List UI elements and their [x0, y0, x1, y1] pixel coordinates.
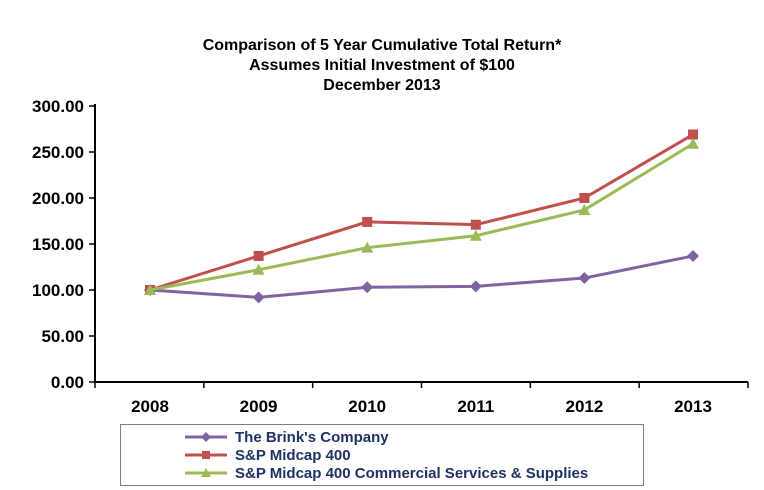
- y-axis-tick-label: 0.00: [51, 373, 84, 392]
- data-point-marker: [253, 250, 264, 261]
- data-point-marker: [469, 280, 482, 293]
- data-point-marker: [252, 263, 265, 275]
- data-point-marker: [361, 281, 374, 294]
- data-point-marker: [252, 291, 265, 304]
- legend-swatch-triangle-icon: [183, 465, 229, 481]
- y-axis-tick-label: 50.00: [41, 327, 84, 346]
- y-axis-tick-label: 200.00: [32, 189, 84, 208]
- data-point-marker: [578, 272, 591, 285]
- data-point-marker: [688, 129, 698, 140]
- chart-title-line-2: Assumes Initial Investment of $100: [249, 57, 515, 74]
- y-axis-tick-label: 250.00: [32, 143, 84, 162]
- x-axis-tick-label: 2013: [674, 397, 712, 416]
- y-axis-tick-label: 300.00: [32, 97, 84, 116]
- x-axis-tick-label: 2008: [131, 397, 169, 416]
- y-axis-tick-label: 100.00: [32, 281, 84, 300]
- data-point-marker: [578, 203, 591, 215]
- data-point-marker: [362, 216, 373, 227]
- data-point-marker: [144, 284, 156, 295]
- data-point-marker: [201, 468, 211, 477]
- legend-label: The Brink's Company: [235, 428, 389, 446]
- legend-swatch-square-icon: [183, 447, 229, 463]
- series-line: [149, 254, 694, 299]
- data-point-marker: [687, 137, 699, 149]
- legend-swatch: [185, 468, 227, 477]
- line-chart: 0.00 50.00 100.00 150.00 200.00 250.00 300.00 2…: [32, 97, 749, 416]
- legend-swatch: [185, 451, 227, 459]
- series-line: [149, 133, 694, 292]
- chart-title-line-3: December 2013: [323, 77, 441, 94]
- legend-swatch-diamond-icon: [183, 429, 229, 445]
- data-point-marker: [687, 249, 699, 262]
- data-point-marker: [469, 229, 482, 241]
- legend-label: S&P Midcap 400: [235, 446, 351, 464]
- x-axis-tick-label: 2011: [457, 397, 494, 416]
- x-axis-tick-label: 2009: [240, 397, 278, 416]
- data-point-marker: [579, 193, 590, 203]
- legend-label: S&P Midcap 400 Commercial Services & Sup…: [235, 464, 589, 482]
- x-axis-tick-label: 2010: [348, 397, 386, 416]
- legend-item: S&P Midcap 400: [183, 446, 635, 464]
- data-point-marker: [201, 432, 211, 442]
- data-point-marker: [202, 451, 210, 459]
- data-point-marker: [361, 241, 374, 253]
- y-axis-tick-label: 150.00: [32, 235, 84, 254]
- chart-title: Comparison of 5 Year Cumulative Total Re…: [0, 36, 764, 96]
- legend-item: S&P Midcap 400 Commercial Services & Sup…: [183, 464, 635, 482]
- legend-item: The Brink's Company: [183, 428, 635, 446]
- chart-title-line-1: Comparison of 5 Year Cumulative Total Re…: [202, 37, 562, 54]
- x-axis-tick-label: 2012: [565, 397, 603, 416]
- series-line: [149, 142, 694, 292]
- legend-swatch: [185, 432, 227, 442]
- data-point-marker: [470, 219, 481, 230]
- legend: The Brink's Company S&P Midcap 400 S&P M…: [120, 424, 644, 486]
